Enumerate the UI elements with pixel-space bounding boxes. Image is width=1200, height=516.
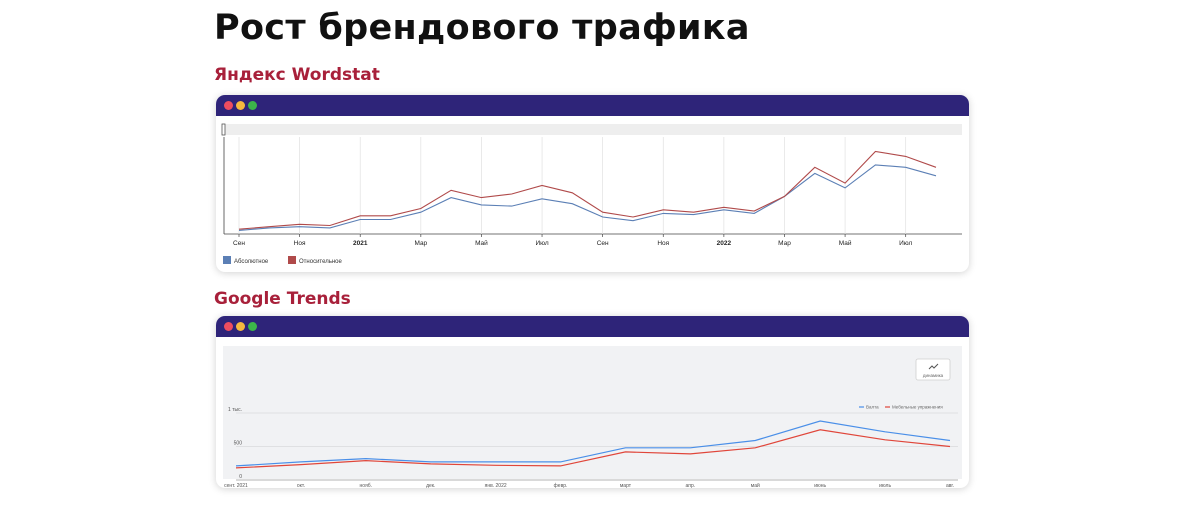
x-tick-label: Ноя: [294, 240, 306, 247]
trend-icon: [928, 363, 939, 370]
wordstat-section-title: Яндекс Wordstat: [214, 65, 380, 85]
google-trends-window: динамика 0 500 1 тыс. сент. 2021 окт. нояб. де…: [216, 316, 969, 488]
google-trends-chart: динамика 0 500 1 тыс. сент. 2021 окт. нояб. де…: [223, 346, 962, 488]
x-tick-label: авг.: [946, 483, 954, 488]
x-tick-label: Май: [839, 239, 852, 247]
x-tick-label: Июл: [899, 240, 912, 247]
legend-swatch: [288, 256, 296, 264]
legend-label: Валта: [866, 405, 879, 410]
x-tick-label: Май: [475, 239, 488, 247]
dynamics-button[interactable]: динамика: [915, 358, 951, 381]
wordstat-window: Сен Ноя 2021 Мар Май Июл Сен Ноя 2022 Мар Май Июл А…: [216, 95, 969, 272]
x-tick-label: 2021: [353, 240, 368, 247]
x-tick-label: Июл: [535, 240, 548, 247]
series-line-secondary: [235, 429, 951, 469]
legend-label: Относительное: [299, 259, 343, 265]
maximize-dot-icon[interactable]: [248, 101, 257, 110]
x-tick-label: февр.: [554, 483, 568, 488]
x-tick-label: Сен: [233, 240, 245, 247]
legend-swatch: [223, 256, 231, 264]
series-line-primary: [235, 420, 951, 467]
legend-label: Абсолютное: [234, 259, 269, 265]
close-dot-icon[interactable]: [224, 322, 233, 331]
close-dot-icon[interactable]: [224, 101, 233, 110]
minimize-dot-icon[interactable]: [236, 322, 245, 331]
dynamics-button-label: динамика: [923, 373, 944, 378]
chart-scrollbar-track[interactable]: [222, 124, 962, 135]
x-tick-label: 2022: [717, 240, 732, 247]
x-tick-label: янв. 2022: [485, 483, 507, 488]
x-tick-label: сент. 2021: [224, 483, 248, 488]
series-line-relative: [238, 150, 937, 230]
x-tick-label: нояб.: [360, 483, 373, 488]
x-tick-label: Мар: [414, 240, 427, 247]
x-tick-label: дек.: [426, 483, 435, 488]
legend-label: Мебельные упражнения: [892, 405, 943, 410]
x-tick-label: Мар: [778, 240, 791, 247]
window-titlebar: [216, 95, 969, 116]
y-tick-label: 0: [239, 474, 242, 480]
y-tick-label: 1 тыс.: [228, 407, 242, 413]
y-tick-label: 500: [234, 441, 243, 447]
series-line-absolute: [238, 164, 937, 231]
x-tick-label: июнь: [814, 483, 826, 488]
x-tick-label: май: [751, 482, 760, 488]
page-title: Рост брендового трафика: [214, 8, 750, 48]
maximize-dot-icon[interactable]: [248, 322, 257, 331]
chart-background: [223, 346, 962, 479]
wordstat-chart: Сен Ноя 2021 Мар Май Июл Сен Ноя 2022 Мар Май Июл А…: [221, 123, 962, 265]
x-tick-label: март: [620, 483, 632, 488]
chart-scrollbar-handle[interactable]: [221, 123, 226, 136]
x-tick-label: Сен: [597, 240, 609, 247]
window-titlebar: [216, 316, 969, 337]
minimize-dot-icon[interactable]: [236, 101, 245, 110]
x-tick-label: окт.: [297, 483, 305, 488]
x-tick-label: апр.: [686, 483, 696, 488]
x-tick-label: июль: [879, 483, 891, 488]
x-tick-label: Ноя: [657, 240, 669, 247]
google-trends-section-title: Google Trends: [214, 289, 351, 309]
